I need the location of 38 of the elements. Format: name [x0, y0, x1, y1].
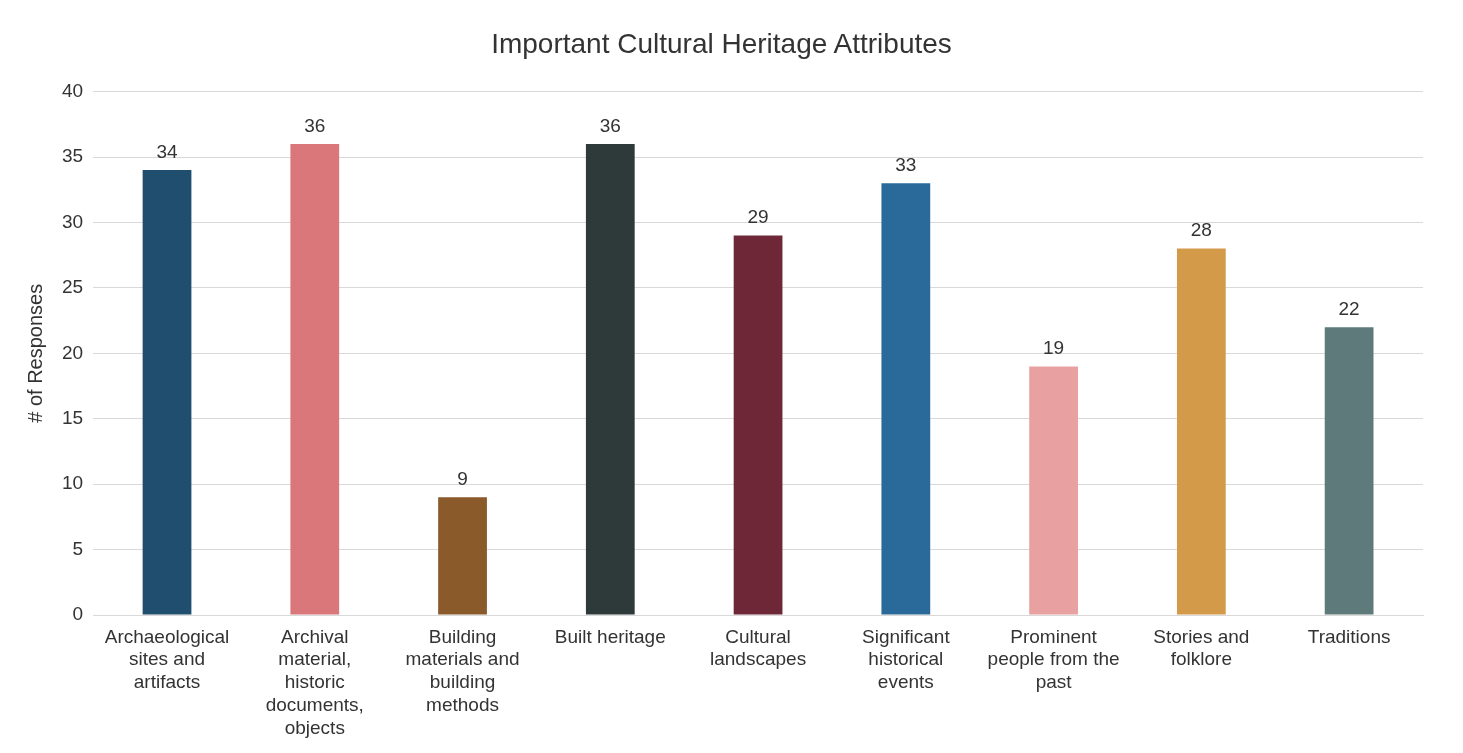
y-tick-label: 40 [61, 79, 84, 101]
y-tick-label: 15 [61, 406, 84, 428]
bar [438, 497, 487, 615]
x-tick-label: Cultural landscapes [710, 625, 807, 670]
y-tick-label: 30 [61, 210, 84, 232]
x-tick-label: Stories and folklore [1153, 625, 1250, 670]
x-tick-label: Significant historical events [861, 625, 951, 693]
y-tick-label: 0 [72, 603, 84, 625]
bar [142, 170, 192, 615]
data-label: 9 [457, 467, 468, 489]
y-tick-label: 35 [61, 145, 84, 167]
data-label: 22 [1338, 297, 1360, 319]
y-tick-label: 20 [61, 341, 84, 363]
data-label: 34 [156, 140, 179, 162]
bar [881, 183, 931, 615]
data-label: 36 [304, 114, 326, 136]
x-tick-label: Archaeological sites and artifacts [104, 625, 230, 693]
data-label: 29 [747, 206, 769, 228]
bar [290, 143, 340, 615]
x-tick-label: Building materials and building methods [405, 625, 520, 716]
data-label: 19 [1043, 337, 1065, 359]
x-tick-label: Built heritage [554, 625, 666, 647]
chart-title: Important Cultural Heritage Attributes [491, 27, 952, 59]
y-tick-label: 25 [61, 276, 84, 298]
data-label: 36 [599, 114, 621, 136]
bar [1176, 248, 1226, 615]
data-label: 28 [1190, 219, 1212, 241]
data-label: 33 [895, 153, 917, 175]
bar [1029, 366, 1078, 615]
x-tick-label: Traditions [1307, 625, 1391, 647]
bar [1324, 327, 1374, 615]
x-tick-label: Prominent people from the past [987, 625, 1120, 693]
y-axis-title: # of Responses [23, 283, 46, 423]
x-tick-label: Archival material, historic documents, objects [265, 625, 364, 738]
bar [585, 143, 635, 615]
y-tick-label: 10 [61, 472, 84, 494]
y-tick-label: 5 [72, 537, 84, 559]
bar [733, 235, 783, 615]
